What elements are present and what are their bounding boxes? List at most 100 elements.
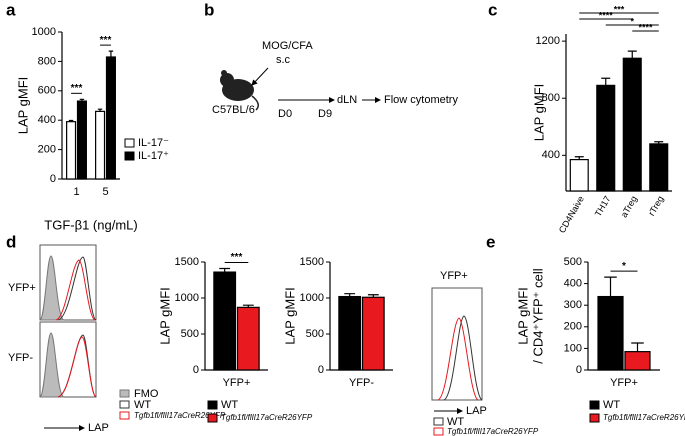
y-tick-label: 400 xyxy=(564,278,582,290)
bar xyxy=(236,306,260,371)
y-tick-label: 800 xyxy=(542,92,560,104)
bar xyxy=(596,84,616,192)
x-tick-label: aTreg xyxy=(619,194,639,219)
panel-label: d xyxy=(6,232,16,251)
x-tick-label: YFP+ xyxy=(223,377,251,389)
legend-label: IL-17⁺ xyxy=(138,150,169,162)
y-axis-label: LAP gMFI xyxy=(515,287,530,345)
legend-swatch xyxy=(119,400,130,409)
histogram-fmo xyxy=(39,255,65,321)
legend-swatch xyxy=(124,151,135,161)
significance-label: * xyxy=(630,16,634,26)
error-bar xyxy=(574,156,584,160)
histogram-frame xyxy=(431,287,483,401)
y-tick-label: 400 xyxy=(38,114,56,126)
y-tick-label: 300 xyxy=(564,299,582,311)
significance-label: **** xyxy=(599,10,614,20)
diagram-text: s.c xyxy=(276,54,291,66)
legend-label: WT xyxy=(603,399,620,411)
y-tick-label: 200 xyxy=(564,321,582,333)
legend-label: FMO xyxy=(134,388,159,400)
histogram-frame xyxy=(39,321,97,398)
bar xyxy=(597,295,624,371)
y-tick-label: 500 xyxy=(306,328,324,340)
bar xyxy=(361,296,385,371)
legend-label: Tgfb1fl/flIl17aCreR26YFP xyxy=(447,427,539,436)
histogram-wt xyxy=(57,334,97,398)
diagram-text: MOG/CFA xyxy=(262,40,313,52)
legend-label: WT xyxy=(221,399,238,411)
y-tick-label: 500 xyxy=(564,256,582,268)
y-tick-label: 800 xyxy=(38,55,56,67)
y-tick-label: 500 xyxy=(181,328,199,340)
y-tick-label: 0 xyxy=(576,364,582,376)
y-tick-label: 1500 xyxy=(300,256,324,268)
diagram-text: C57BL/6 xyxy=(212,104,255,116)
error-bar xyxy=(219,267,231,273)
bar xyxy=(76,100,87,180)
y-tick-label: 0 xyxy=(193,364,199,376)
histogram-wt xyxy=(57,256,97,321)
bar xyxy=(569,159,589,192)
histogram-row-label: YFP+ xyxy=(8,282,36,294)
bar xyxy=(338,295,362,371)
legend-swatch xyxy=(433,417,444,426)
y-tick-label: 1500 xyxy=(175,256,199,268)
legend-swatch xyxy=(589,400,600,410)
panel-label: c xyxy=(488,0,497,19)
diagram-text: D9 xyxy=(318,108,332,120)
legend-label: WT xyxy=(134,399,151,411)
error-bar xyxy=(79,98,85,102)
legend-swatch xyxy=(207,413,218,423)
legend-swatch xyxy=(119,411,130,420)
legend-swatch xyxy=(589,413,600,423)
y-axis-label: LAP gMFI xyxy=(531,84,546,142)
x-axis-label: TGF-β1 (ng/mL) xyxy=(44,217,137,232)
injection-arrow xyxy=(251,67,269,86)
diagram-text: dLN xyxy=(337,94,357,106)
histogram-frame xyxy=(39,244,97,321)
histogram-title: YFP+ xyxy=(440,270,468,282)
mouse-icon xyxy=(220,70,259,111)
bar xyxy=(105,56,116,180)
x-tick-label: YFP+ xyxy=(610,377,638,389)
significance-label: *** xyxy=(614,4,625,14)
error-bar xyxy=(108,50,114,57)
panel-label: b xyxy=(204,0,214,19)
y-tick-label: 200 xyxy=(38,144,56,156)
legend-label: Tgfb1fl/flIl17aCreR26YFP xyxy=(221,413,313,422)
histogram-x-label: LAP xyxy=(466,405,487,417)
legend-swatch xyxy=(207,400,218,410)
significance-label: *** xyxy=(71,83,83,94)
y-tick-label: 1000 xyxy=(300,292,324,304)
y-axis-label: LAP gMFI xyxy=(15,77,30,135)
error-bar xyxy=(627,50,637,59)
error-bar xyxy=(367,294,379,298)
x-tick-label: CD4Naive xyxy=(557,194,586,235)
bar xyxy=(649,143,669,192)
legend-swatch xyxy=(124,138,135,148)
y-tick-label: 400 xyxy=(542,149,560,161)
y-axis-label: LAP gMFI xyxy=(282,287,297,345)
histogram-ko xyxy=(55,259,96,321)
legend-swatch xyxy=(119,389,130,398)
bar xyxy=(213,271,237,371)
significance-label: *** xyxy=(100,35,112,46)
x-tick-label: YFP- xyxy=(349,377,374,389)
y-tick-label: 0 xyxy=(50,173,56,185)
error-bar xyxy=(242,304,254,308)
error-bar xyxy=(68,119,74,122)
diagram-text: D0 xyxy=(278,108,292,120)
legend-label: Tgfb1fl/flIl17aCreR26YFP xyxy=(134,411,226,420)
error-bar xyxy=(344,293,356,297)
bar xyxy=(622,57,642,192)
panel-label: e xyxy=(486,232,495,251)
significance-label: **** xyxy=(638,22,653,32)
significance-label: *** xyxy=(231,252,243,263)
legend-swatch xyxy=(433,427,444,436)
legend-label: Tgfb1fl/flIl17aCreR26YFP xyxy=(603,413,685,422)
bar xyxy=(95,110,106,180)
histogram-wt xyxy=(443,315,483,401)
x-tick-label: TH17 xyxy=(593,194,613,218)
